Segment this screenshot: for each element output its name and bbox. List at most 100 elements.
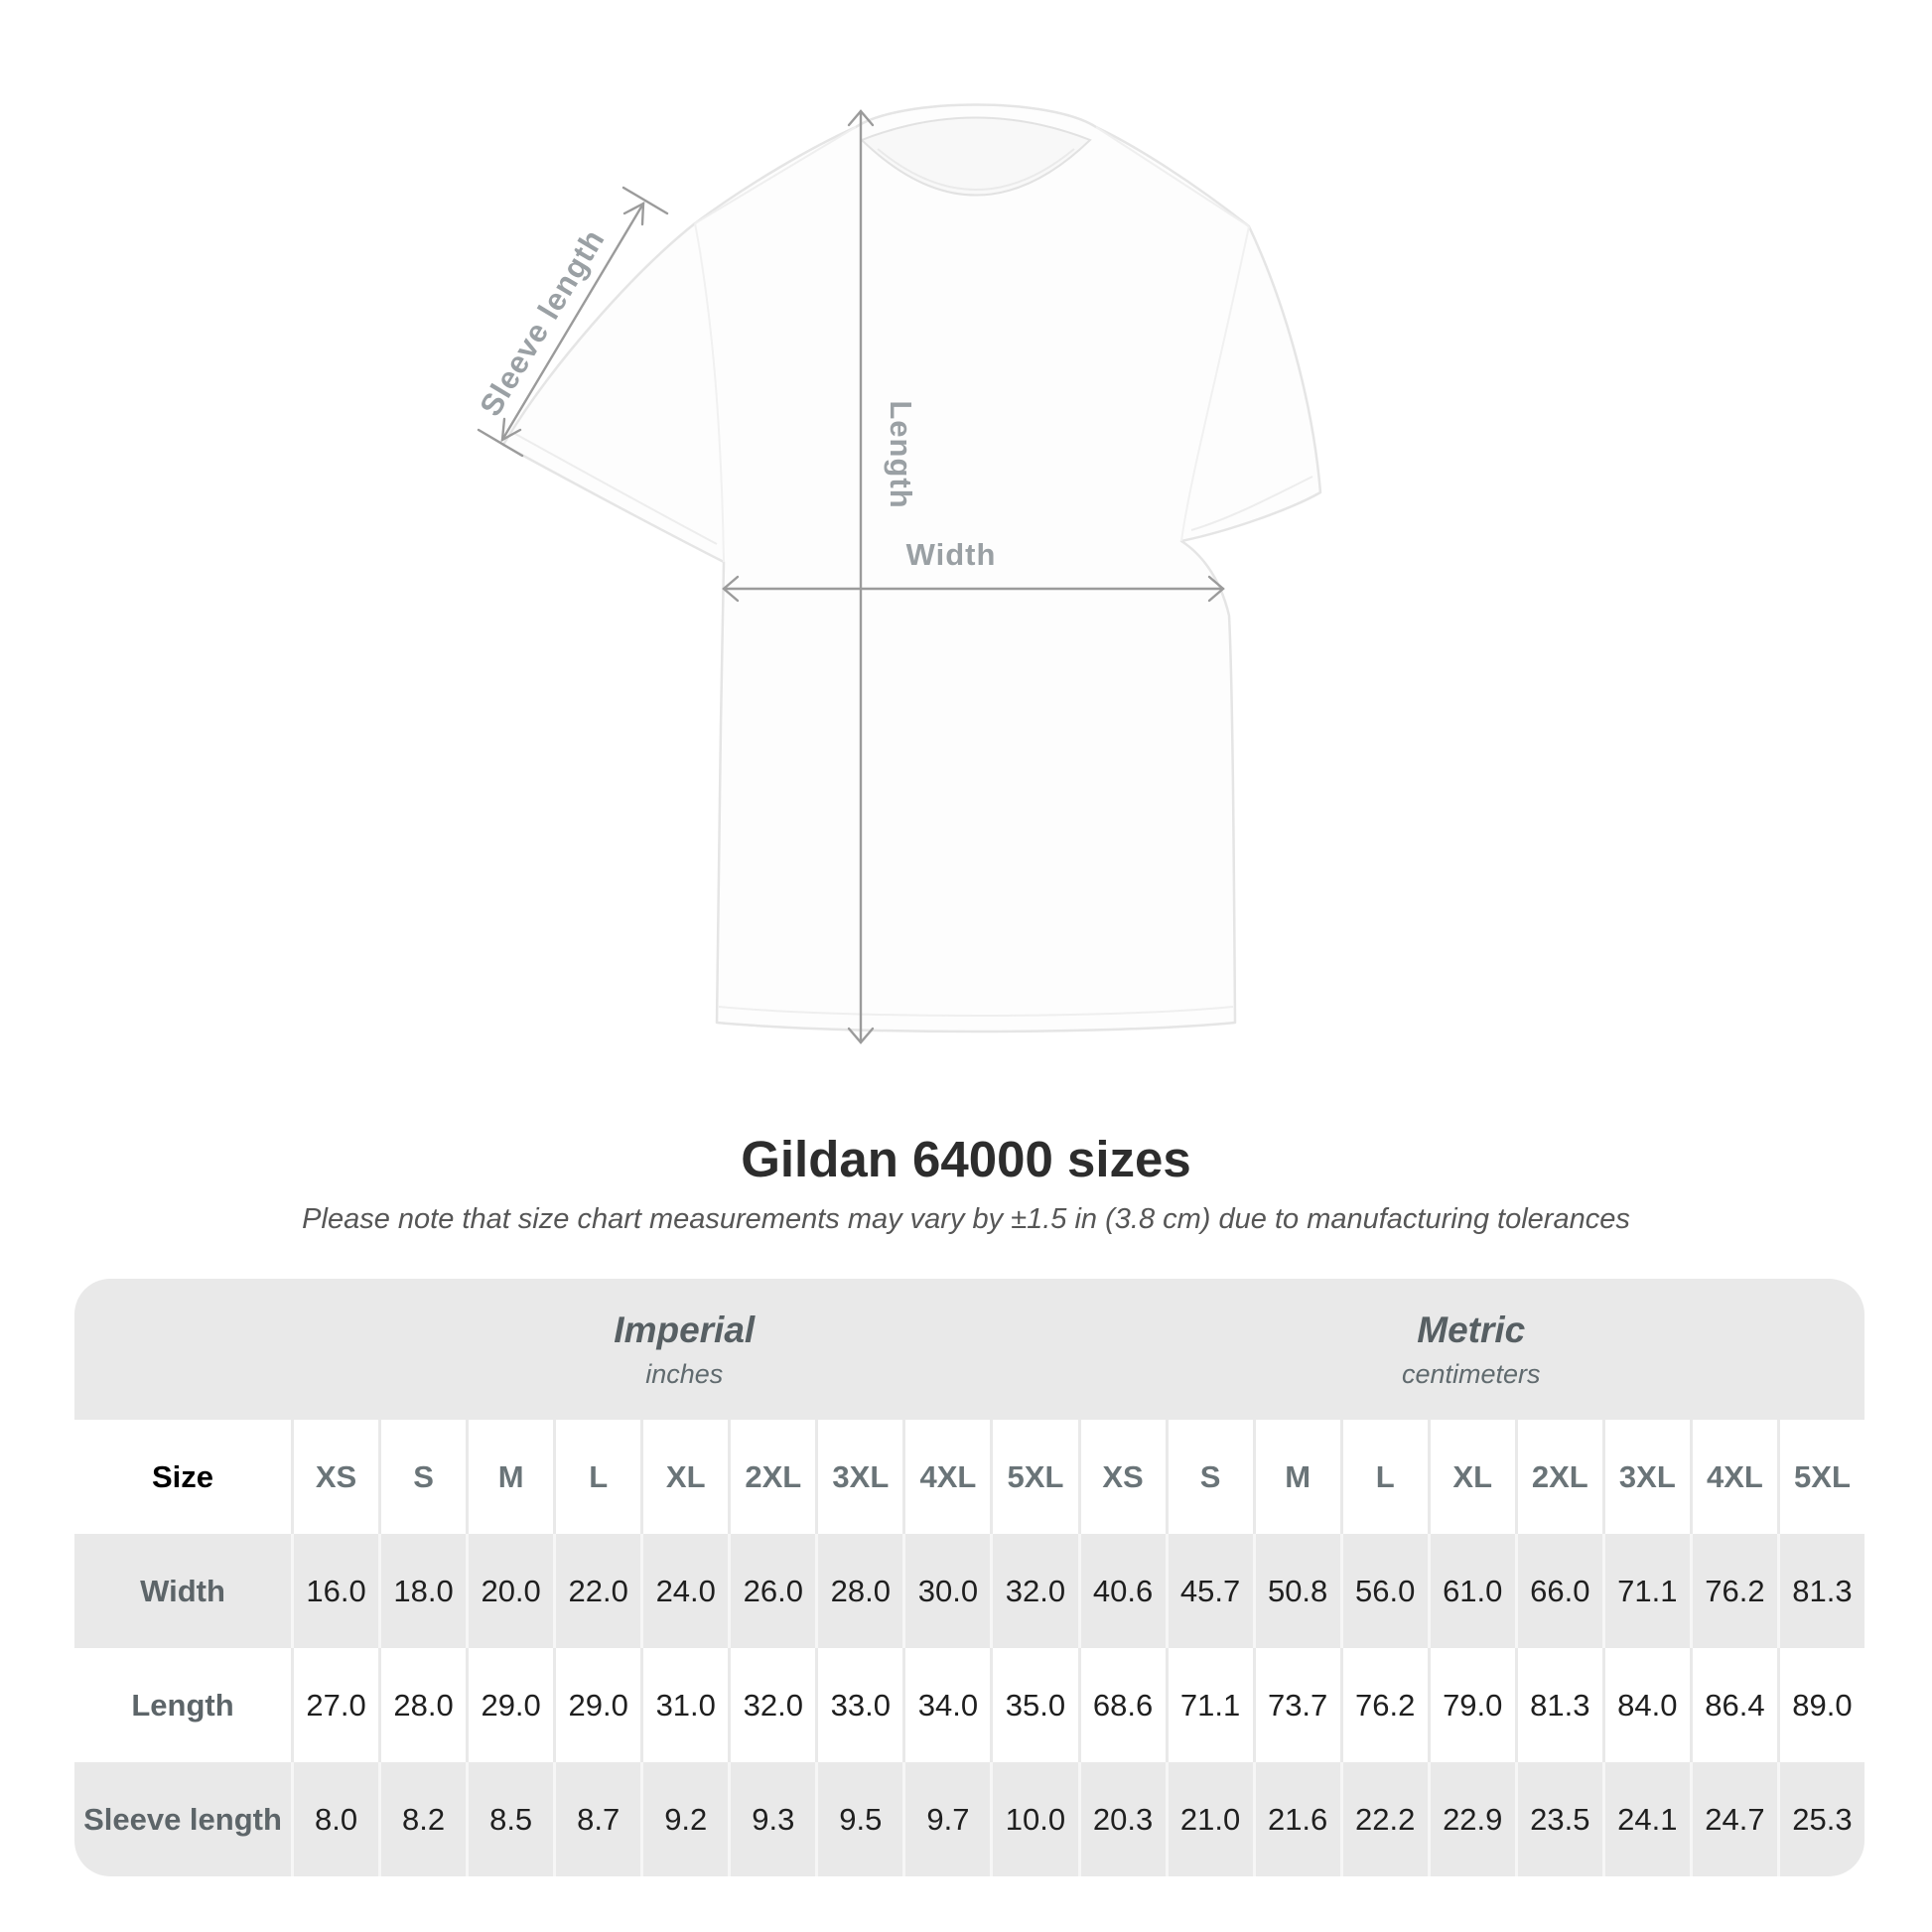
- size-col-header: XL: [1427, 1420, 1515, 1534]
- size-col-header: XS: [1077, 1420, 1166, 1534]
- size-value-cell: 21.6: [1252, 1762, 1340, 1876]
- size-value-cell: 8.5: [466, 1762, 553, 1876]
- size-col-header: XL: [640, 1420, 728, 1534]
- size-value-cell: 50.8: [1252, 1534, 1340, 1648]
- size-value-cell: 29.0: [553, 1648, 640, 1762]
- size-value-cell: 71.1: [1601, 1534, 1690, 1648]
- size-col-header: 3XL: [1601, 1420, 1690, 1534]
- length-arrow: [847, 109, 875, 1044]
- size-value-cell: 56.0: [1339, 1534, 1428, 1648]
- size-header-row: Size XS S M L XL 2XL 3XL 4XL 5XL XS S M L XL 2XL 3XL 4XL…: [74, 1420, 1864, 1534]
- size-value-cell: 84.0: [1601, 1648, 1690, 1762]
- size-col-header: 2XL: [1514, 1420, 1602, 1534]
- size-value-cell: 61.0: [1427, 1534, 1515, 1648]
- size-value-cell: 66.0: [1514, 1534, 1602, 1648]
- metric-group-unit: centimeters: [1401, 1358, 1541, 1389]
- length-label: Length: [884, 400, 918, 508]
- table-row: Length 27.0 28.0 29.0 29.0 31.0 32.0 33.0 34.0 35…: [74, 1648, 1864, 1762]
- sleeve-length-arrow: [477, 186, 669, 458]
- size-value-cell: 20.0: [466, 1534, 553, 1648]
- size-value-cell: 20.3: [1077, 1762, 1166, 1876]
- size-value-cell: 30.0: [902, 1534, 990, 1648]
- size-value-cell: 89.0: [1776, 1648, 1864, 1762]
- metric-group-title: Metric: [1417, 1309, 1526, 1350]
- imperial-group-unit: inches: [645, 1358, 724, 1389]
- width-arrow: [722, 575, 1225, 603]
- size-value-cell: 76.2: [1339, 1648, 1428, 1762]
- row-label: Sleeve length: [83, 1801, 282, 1837]
- size-value-cell: 9.3: [728, 1762, 815, 1876]
- tshirt-shoulder-seam-left: [694, 126, 857, 224]
- size-value-cell: 68.6: [1077, 1648, 1166, 1762]
- size-table: Imperial inches Metric centimeters Size …: [74, 1279, 1864, 1876]
- tshirt-sleeve-seam-right: [1180, 225, 1250, 542]
- size-value-cell: 26.0: [728, 1534, 815, 1648]
- size-col-header: 4XL: [1689, 1420, 1777, 1534]
- size-value-cell: 32.0: [990, 1534, 1077, 1648]
- table-row: Width 16.0 18.0 20.0 22.0 24.0 26.0 28.0 30.0 32.…: [74, 1534, 1864, 1648]
- size-col-header: 4XL: [902, 1420, 990, 1534]
- corner-cell: [74, 1279, 291, 1420]
- row-label: Length: [131, 1687, 234, 1723]
- size-col-header: L: [1339, 1420, 1428, 1534]
- size-value-cell: 45.7: [1165, 1534, 1253, 1648]
- size-value-cell: 22.2: [1339, 1762, 1428, 1876]
- size-value-cell: 28.0: [815, 1534, 902, 1648]
- size-value-cell: 22.0: [553, 1534, 640, 1648]
- row-label: Width: [140, 1573, 225, 1608]
- tshirt-collar-band: [877, 148, 1075, 191]
- size-value-cell: 23.5: [1514, 1762, 1602, 1876]
- imperial-group-title: Imperial: [614, 1309, 756, 1350]
- size-value-cell: 8.2: [378, 1762, 466, 1876]
- tshirt-measurement-diagram: Sleeve length Length Width: [473, 103, 1322, 1044]
- size-value-cell: 29.0: [466, 1648, 553, 1762]
- size-col-header: S: [1165, 1420, 1253, 1534]
- width-label: Width: [906, 537, 997, 572]
- unit-group-header-row: Imperial inches Metric centimeters: [74, 1279, 1864, 1420]
- size-col-header: 5XL: [990, 1420, 1077, 1534]
- size-value-cell: 79.0: [1427, 1648, 1515, 1762]
- size-value-cell: 76.2: [1689, 1534, 1777, 1648]
- size-value-cell: 9.7: [902, 1762, 990, 1876]
- size-value-cell: 34.0: [902, 1648, 990, 1762]
- tshirt-sleeve-seam-left: [694, 222, 725, 563]
- metric-group-header: Metric centimeters: [1078, 1279, 1865, 1420]
- size-col-header: 3XL: [815, 1420, 902, 1534]
- size-value-cell: 35.0: [990, 1648, 1077, 1762]
- size-value-cell: 24.0: [640, 1534, 728, 1648]
- size-value-cell: 27.0: [291, 1648, 378, 1762]
- tshirt-cuff-right: [1190, 476, 1313, 531]
- size-value-cell: 81.3: [1776, 1534, 1864, 1648]
- imperial-group-header: Imperial inches: [291, 1279, 1078, 1420]
- size-value-cell: 9.2: [640, 1762, 728, 1876]
- size-value-cell: 71.1: [1165, 1648, 1253, 1762]
- size-value-cell: 22.9: [1427, 1762, 1515, 1876]
- size-value-cell: 24.7: [1689, 1762, 1777, 1876]
- size-value-cell: 9.5: [815, 1762, 902, 1876]
- size-col-header: M: [1252, 1420, 1340, 1534]
- size-col-header: 2XL: [728, 1420, 815, 1534]
- size-header-label: Size: [151, 1458, 214, 1494]
- page-title: Gildan 64000 sizes: [741, 1131, 1191, 1187]
- size-value-cell: 86.4: [1689, 1648, 1777, 1762]
- size-col-header: M: [466, 1420, 553, 1534]
- size-value-cell: 31.0: [640, 1648, 728, 1762]
- size-value-cell: 40.6: [1077, 1534, 1166, 1648]
- size-value-cell: 8.0: [291, 1762, 378, 1876]
- tshirt-shoulder-seam-right: [1095, 126, 1250, 227]
- size-value-cell: 16.0: [291, 1534, 378, 1648]
- size-col-header: XS: [291, 1420, 378, 1534]
- size-value-cell: 33.0: [815, 1648, 902, 1762]
- size-value-cell: 8.7: [553, 1762, 640, 1876]
- size-col-header: 5XL: [1776, 1420, 1864, 1534]
- tshirt-hem-stitch: [718, 1006, 1234, 1017]
- table-row: Sleeve length 8.0 8.2 8.5 8.7 9.2 9.3 9.5 9.7 10.…: [74, 1762, 1864, 1876]
- measurement-arrows: [477, 109, 1225, 1044]
- size-value-cell: 18.0: [378, 1534, 466, 1648]
- tolerance-note: Please note that size chart measurements…: [302, 1203, 1630, 1235]
- size-value-cell: 25.3: [1776, 1762, 1864, 1876]
- table-rows: Width 16.0 18.0 20.0 22.0 24.0 26.0 28.0 30.0 32.…: [74, 1534, 1864, 1876]
- size-value-cell: 10.0: [990, 1762, 1077, 1876]
- size-value-cell: 81.3: [1514, 1648, 1602, 1762]
